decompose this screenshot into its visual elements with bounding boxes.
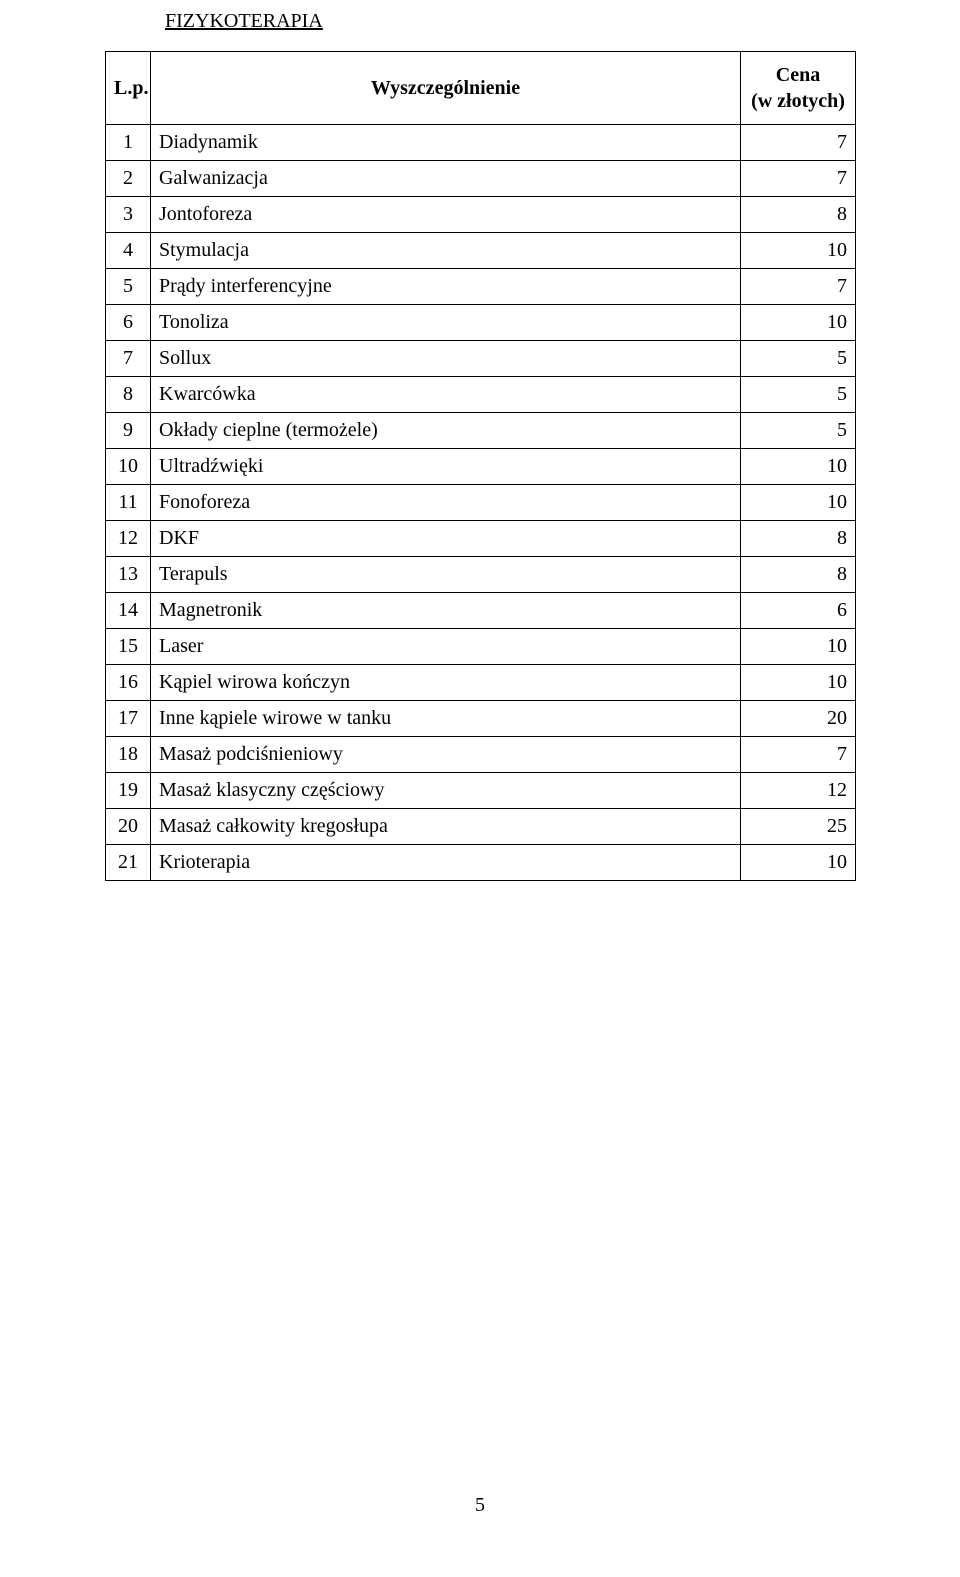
table-row: 2Galwanizacja7	[106, 161, 856, 197]
table-row: 1Diadynamik7	[106, 125, 856, 161]
cell-name: Kąpiel wirowa kończyn	[151, 665, 741, 701]
cell-name: Terapuls	[151, 557, 741, 593]
table-row: 11Fonoforeza10	[106, 485, 856, 521]
cell-price: 5	[741, 413, 856, 449]
cell-price: 7	[741, 269, 856, 305]
cell-name: Tonoliza	[151, 305, 741, 341]
cell-lp: 5	[106, 269, 151, 305]
cell-name: Jontoforeza	[151, 197, 741, 233]
cell-price: 25	[741, 809, 856, 845]
cell-lp: 15	[106, 629, 151, 665]
col-header-price: Cena (w złotych)	[741, 52, 856, 125]
table-row: 6Tonoliza10	[106, 305, 856, 341]
cell-price: 20	[741, 701, 856, 737]
table-row: 7Sollux5	[106, 341, 856, 377]
cell-name: Galwanizacja	[151, 161, 741, 197]
col-header-name: Wyszczególnienie	[151, 52, 741, 125]
table-header-row: L.p. Wyszczególnienie Cena (w złotych)	[106, 52, 856, 125]
cell-price: 5	[741, 377, 856, 413]
cell-price: 10	[741, 305, 856, 341]
cell-lp: 16	[106, 665, 151, 701]
table-row: 21Krioterapia10	[106, 845, 856, 881]
cell-name: Prądy interferencyjne	[151, 269, 741, 305]
cell-name: Masaż klasyczny częściowy	[151, 773, 741, 809]
cell-name: DKF	[151, 521, 741, 557]
cell-price: 7	[741, 161, 856, 197]
cell-lp: 1	[106, 125, 151, 161]
col-header-lp: L.p.	[106, 52, 151, 125]
cell-lp: 20	[106, 809, 151, 845]
cell-price: 8	[741, 521, 856, 557]
page-title: FIZYKOTERAPIA	[165, 10, 855, 33]
cell-lp: 21	[106, 845, 151, 881]
col-header-price-line2: (w złotych)	[751, 90, 845, 112]
cell-name: Diadynamik	[151, 125, 741, 161]
cell-lp: 12	[106, 521, 151, 557]
cell-name: Stymulacja	[151, 233, 741, 269]
cell-name: Sollux	[151, 341, 741, 377]
table-row: 15Laser10	[106, 629, 856, 665]
page-number: 5	[0, 1494, 960, 1517]
table-row: 20Masaż całkowity kregosłupa25	[106, 809, 856, 845]
table-row: 10Ultradźwięki10	[106, 449, 856, 485]
cell-name: Fonoforeza	[151, 485, 741, 521]
cell-lp: 17	[106, 701, 151, 737]
table-row: 9Okłady cieplne (termożele)5	[106, 413, 856, 449]
cell-lp: 19	[106, 773, 151, 809]
cell-lp: 7	[106, 341, 151, 377]
cell-lp: 2	[106, 161, 151, 197]
cell-lp: 4	[106, 233, 151, 269]
cell-name: Masaż całkowity kregosłupa	[151, 809, 741, 845]
cell-lp: 9	[106, 413, 151, 449]
cell-name: Krioterapia	[151, 845, 741, 881]
table-row: 4Stymulacja10	[106, 233, 856, 269]
cell-price: 10	[741, 449, 856, 485]
cell-price: 8	[741, 557, 856, 593]
table-row: 13Terapuls8	[106, 557, 856, 593]
cell-price: 12	[741, 773, 856, 809]
cell-price: 10	[741, 629, 856, 665]
cell-price: 10	[741, 485, 856, 521]
cell-price: 7	[741, 125, 856, 161]
table-body: 1Diadynamik72Galwanizacja73Jontoforeza84…	[106, 125, 856, 881]
cell-name: Masaż podciśnieniowy	[151, 737, 741, 773]
table-row: 8Kwarcówka5	[106, 377, 856, 413]
cell-lp: 14	[106, 593, 151, 629]
cell-name: Okłady cieplne (termożele)	[151, 413, 741, 449]
cell-lp: 18	[106, 737, 151, 773]
cell-name: Magnetronik	[151, 593, 741, 629]
cell-price: 5	[741, 341, 856, 377]
table-row: 18Masaż podciśnieniowy7	[106, 737, 856, 773]
cell-price: 6	[741, 593, 856, 629]
cell-price: 10	[741, 665, 856, 701]
cell-price: 8	[741, 197, 856, 233]
table-row: 5Prądy interferencyjne7	[106, 269, 856, 305]
cell-lp: 6	[106, 305, 151, 341]
cell-lp: 3	[106, 197, 151, 233]
table-row: 12DKF8	[106, 521, 856, 557]
cell-lp: 13	[106, 557, 151, 593]
cell-lp: 8	[106, 377, 151, 413]
cell-price: 7	[741, 737, 856, 773]
cell-price: 10	[741, 233, 856, 269]
cell-name: Laser	[151, 629, 741, 665]
table-row: 19Masaż klasyczny częściowy12	[106, 773, 856, 809]
table-row: 3Jontoforeza8	[106, 197, 856, 233]
cell-lp: 10	[106, 449, 151, 485]
table-row: 14Magnetronik6	[106, 593, 856, 629]
table-row: 17Inne kąpiele wirowe w tanku20	[106, 701, 856, 737]
cell-name: Ultradźwięki	[151, 449, 741, 485]
cell-lp: 11	[106, 485, 151, 521]
cell-name: Kwarcówka	[151, 377, 741, 413]
page: FIZYKOTERAPIA L.p. Wyszczególnienie Cena…	[0, 0, 960, 881]
table-row: 16Kąpiel wirowa kończyn10	[106, 665, 856, 701]
price-table: L.p. Wyszczególnienie Cena (w złotych) 1…	[105, 51, 856, 881]
cell-name: Inne kąpiele wirowe w tanku	[151, 701, 741, 737]
cell-price: 10	[741, 845, 856, 881]
col-header-price-line1: Cena	[776, 64, 820, 86]
